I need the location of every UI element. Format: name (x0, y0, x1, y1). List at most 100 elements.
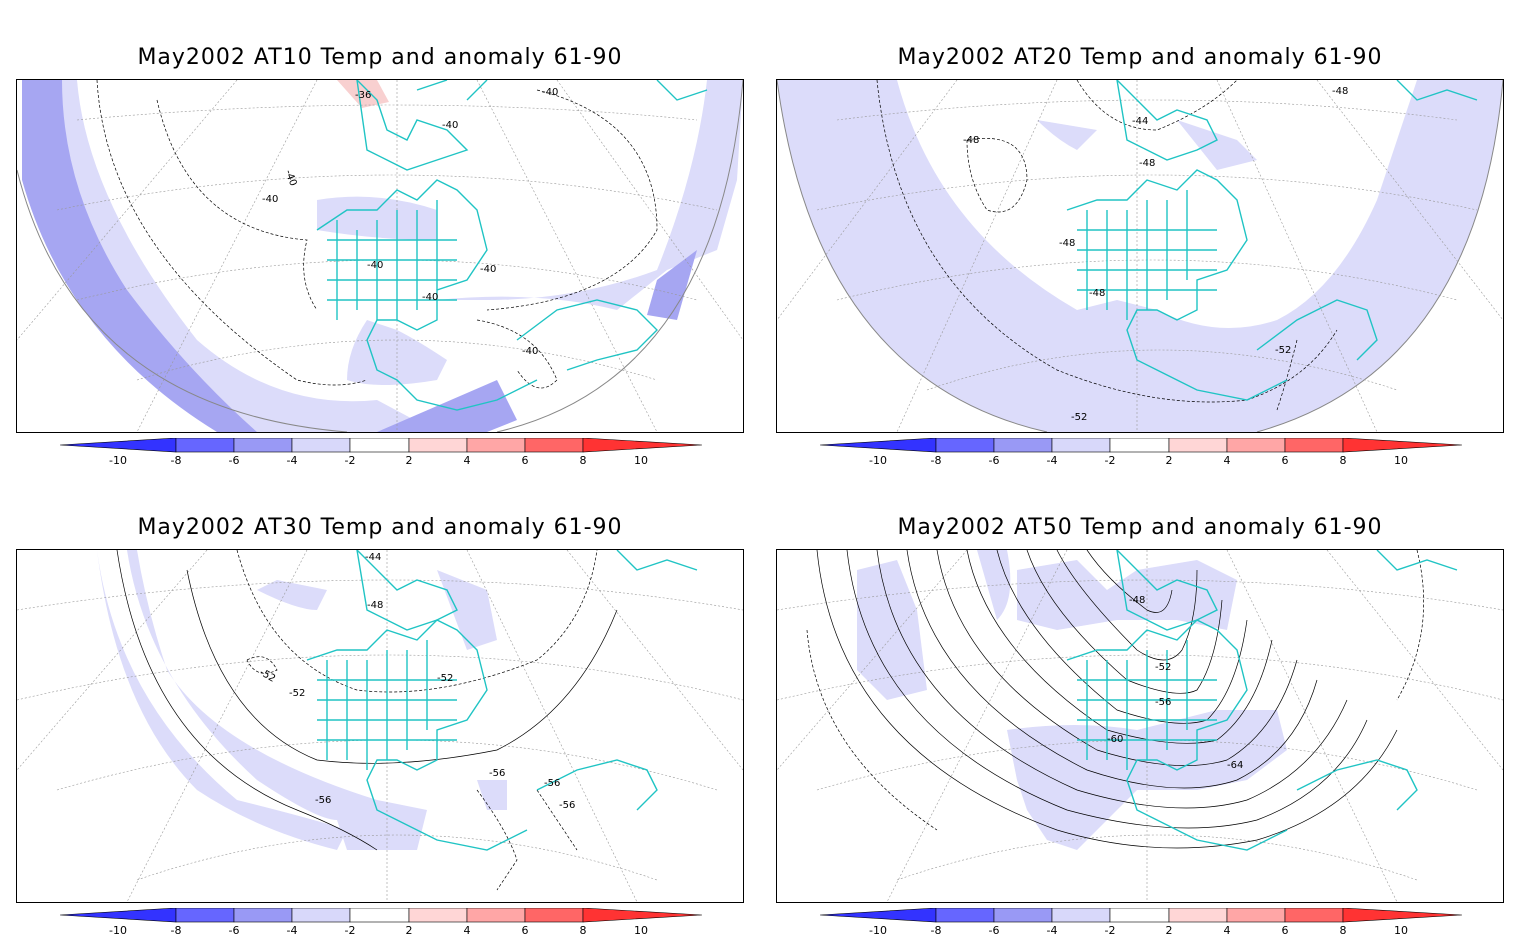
colorbar-swatches (819, 907, 1463, 923)
colorbar-segment (1168, 437, 1228, 453)
colorbar-label: -10 (109, 924, 127, 937)
contour-label: -40 (480, 264, 496, 275)
contour-label: -48 (1139, 158, 1155, 169)
colorbar-segment (1342, 437, 1463, 453)
colorbar-label: -8 (930, 454, 942, 467)
contour-label: -40 (542, 87, 558, 98)
colorbar-label: -4 (286, 924, 298, 937)
contour-label: -40 (367, 260, 383, 271)
colorbar-label: 6 (1281, 924, 1289, 937)
colorbar-label: -10 (869, 454, 887, 467)
colorbar-segment (1284, 437, 1344, 453)
colorbar-segment (1284, 907, 1344, 923)
panel-title-at10: May2002 AT10 Temp and anomaly 61-90 (137, 45, 623, 70)
colorbar-at20: -10 -8 -6 -4 -2 2 4 6 8 10 (819, 437, 1463, 472)
contour-label: -40 (262, 194, 278, 205)
colorbar-label: 2 (1165, 924, 1173, 937)
colorbar-label: 8 (579, 924, 587, 937)
contour-label: -52 (1275, 345, 1291, 356)
map-at50: -48 -52 -56 -60 -64 (777, 550, 1503, 902)
map-panel-at10: -36 -40 -40 -40 -40 -40 -40 -40 -40 (16, 79, 744, 433)
colorbar-segment (408, 907, 468, 923)
colorbar-label: 4 (463, 924, 471, 937)
map-panel-at20: -48 -44 -48 -48 -48 -48 -52 -52 (776, 79, 1504, 433)
colorbar-segment (819, 437, 937, 453)
contour-label: -36 (355, 90, 371, 101)
contour-label: -52 (1155, 662, 1171, 673)
contour-label: -48 (1089, 288, 1105, 299)
colorbar-segment (408, 437, 468, 453)
contour-label: -40 (422, 292, 438, 303)
colorbar-label: -6 (988, 454, 1000, 467)
colorbar-segment (582, 437, 703, 453)
colorbar-segment (1168, 907, 1228, 923)
colorbar-label: -2 (344, 924, 356, 937)
colorbar-label: 4 (1223, 924, 1231, 937)
colorbar-label: 10 (1394, 924, 1408, 937)
colorbar-label: -10 (109, 454, 127, 467)
colorbar-segment (349, 907, 410, 923)
map-at10: -36 -40 -40 -40 -40 -40 -40 -40 -40 (17, 80, 743, 432)
colorbar-segment (291, 437, 351, 453)
colorbar-label: -2 (1104, 924, 1116, 937)
colorbar-segment (993, 437, 1053, 453)
colorbar-label: -6 (228, 924, 240, 937)
contour-label: -52 (437, 673, 453, 684)
contour-label: -56 (559, 800, 575, 811)
contour-label: -52 (258, 667, 278, 685)
colorbar-segment (175, 907, 235, 923)
colorbar-segment (291, 907, 351, 923)
colorbar-segment (1226, 437, 1286, 453)
colorbar-segment (1226, 907, 1286, 923)
colorbar-label: -6 (228, 454, 240, 467)
colorbar-label: -8 (170, 454, 182, 467)
colorbar-segment (993, 907, 1053, 923)
panel-title-at20: May2002 AT20 Temp and anomaly 61-90 (897, 45, 1383, 70)
contour-label: -40 (282, 169, 298, 188)
colorbar-label: 6 (521, 924, 529, 937)
colorbar-label: 6 (1281, 454, 1289, 467)
colorbar-swatches (59, 437, 703, 453)
colorbar-segment (59, 437, 177, 453)
colorbar-segment (1342, 907, 1463, 923)
contour-label: -48 (963, 135, 979, 146)
colorbar-label: 8 (1339, 924, 1347, 937)
colorbar-label: 10 (634, 924, 648, 937)
colorbar-label: -6 (988, 924, 1000, 937)
contour-label: -56 (544, 778, 560, 789)
colorbar-segment (59, 907, 177, 923)
contour-label: -60 (1107, 734, 1123, 745)
colorbar-label: 10 (634, 454, 648, 467)
contour-label: -64 (1227, 760, 1243, 771)
colorbar-segment (1051, 907, 1111, 923)
colorbar-label: -4 (1046, 924, 1058, 937)
colorbar-segment (524, 907, 584, 923)
colorbar-label: -8 (930, 924, 942, 937)
map-at20: -48 -44 -48 -48 -48 -48 -52 -52 (777, 80, 1503, 432)
colorbar-label: -4 (286, 454, 298, 467)
contour-label: -48 (367, 600, 383, 611)
colorbar-label: 2 (405, 924, 413, 937)
colorbar-label: 4 (463, 454, 471, 467)
colorbar-label: 8 (1339, 454, 1347, 467)
colorbar-label: -8 (170, 924, 182, 937)
colorbar-label: -10 (869, 924, 887, 937)
colorbar-label: 10 (1394, 454, 1408, 467)
colorbar-swatches (59, 907, 703, 923)
colorbar-segment (819, 907, 937, 923)
colorbar-at50: -10 -8 -6 -4 -2 2 4 6 8 10 (819, 907, 1463, 942)
contour-label: -40 (442, 120, 458, 131)
colorbar-label: 4 (1223, 454, 1231, 467)
contour-label: -52 (1071, 412, 1087, 423)
contour-label: -56 (1155, 697, 1171, 708)
contour-label: -52 (289, 688, 305, 699)
map-at30: -44 -48 -52 -52 -52 -56 -56 -56 -56 (17, 550, 743, 902)
panel-title-at30: May2002 AT30 Temp and anomaly 61-90 (137, 515, 623, 540)
colorbar-label: -2 (344, 454, 356, 467)
colorbar-segment (524, 437, 584, 453)
map-panel-at30: -44 -48 -52 -52 -52 -56 -56 -56 -56 (16, 549, 744, 903)
contour-label: -56 (315, 795, 331, 806)
contour-label: -48 (1059, 238, 1075, 249)
colorbar-label: 6 (521, 454, 529, 467)
colorbar-swatches (819, 437, 1463, 453)
